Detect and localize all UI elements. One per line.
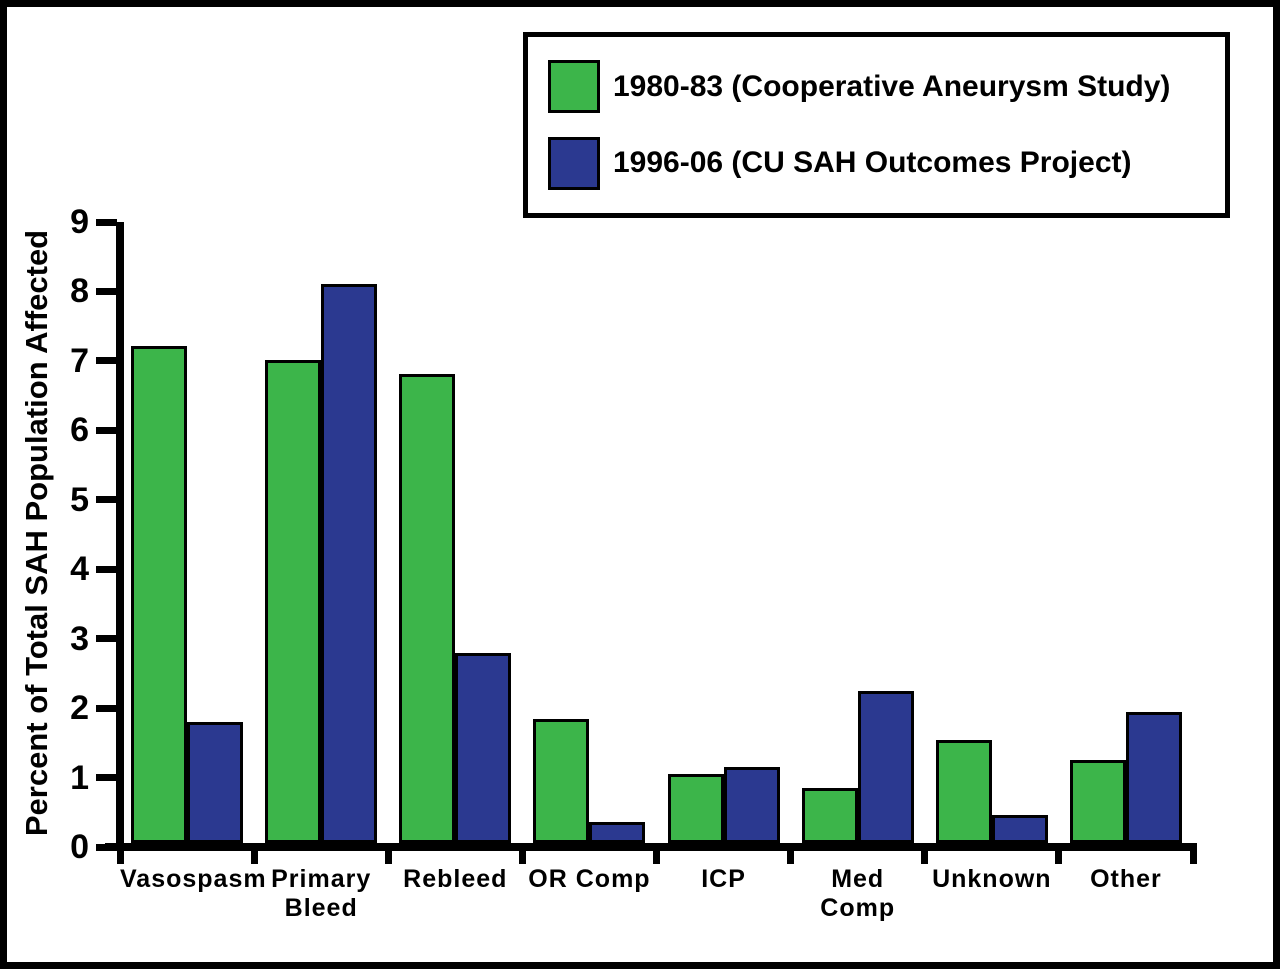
x-axis-label-med-comp: Med Comp	[820, 865, 896, 922]
bar-med-comp-1980-83	[801, 787, 858, 843]
x-axis-line	[105, 843, 1195, 851]
bar-other-1996-06	[1125, 711, 1182, 843]
y-tick-mark	[96, 357, 117, 365]
bar-med-comp-1996-06	[857, 691, 914, 843]
bar-rebleed-1996-06	[455, 653, 512, 843]
x-axis-label-icp: ICP	[701, 865, 746, 893]
y-tick-mark	[96, 704, 117, 712]
bar-unknown-1996-06	[991, 815, 1048, 843]
plot-area	[120, 222, 1193, 843]
x-axis-label-rebleed: Rebleed	[403, 865, 508, 893]
bar-vasospasm-1980-83	[131, 346, 188, 843]
y-axis-line	[116, 222, 124, 851]
bar-or-comp-1996-06	[589, 822, 646, 843]
bar-primary-bleed-1996-06	[321, 284, 378, 843]
y-axis-title: Percent of Total SAH Population Affected	[19, 229, 54, 837]
bar-unknown-1980-83	[935, 739, 992, 843]
bar-vasospasm-1996-06	[187, 722, 244, 843]
legend-item-1996-06: 1996-06 (CU SAH Outcomes Project)	[548, 136, 1225, 190]
legend-swatch-green	[548, 60, 600, 114]
x-axis-label-vasospasm: Vasospasm	[120, 865, 267, 893]
y-tick-mark	[96, 565, 117, 573]
legend-item-1980-83: 1980-83 (Cooperative Aneurysm Study)	[548, 60, 1225, 114]
bar-rebleed-1980-83	[399, 373, 456, 843]
bar-other-1980-83	[1069, 760, 1126, 843]
bar-primary-bleed-1980-83	[265, 360, 322, 843]
bar-icp-1996-06	[723, 767, 780, 843]
x-axis-label-unknown: Unknown	[932, 865, 1052, 893]
y-tick-mark	[96, 635, 117, 643]
y-tick-mark	[96, 496, 117, 504]
legend-label-1980-83: 1980-83 (Cooperative Aneurysm Study)	[613, 69, 1171, 103]
legend-label-1996-06: 1996-06 (CU SAH Outcomes Project)	[613, 146, 1132, 180]
x-axis-label-primary-bleed: Primary Bleed	[271, 865, 372, 922]
x-axis-label-other: Other	[1090, 865, 1162, 893]
bar-or-comp-1980-83	[533, 718, 590, 843]
y-tick-mark	[96, 426, 117, 434]
bar-icp-1980-83	[667, 774, 724, 843]
legend: 1980-83 (Cooperative Aneurysm Study) 199…	[523, 32, 1230, 218]
y-tick-mark	[96, 287, 117, 295]
legend-swatch-blue	[548, 136, 600, 190]
x-axis-label-or-comp: OR Comp	[528, 865, 651, 893]
y-tick-mark	[96, 774, 117, 782]
y-tick-mark	[96, 218, 117, 226]
